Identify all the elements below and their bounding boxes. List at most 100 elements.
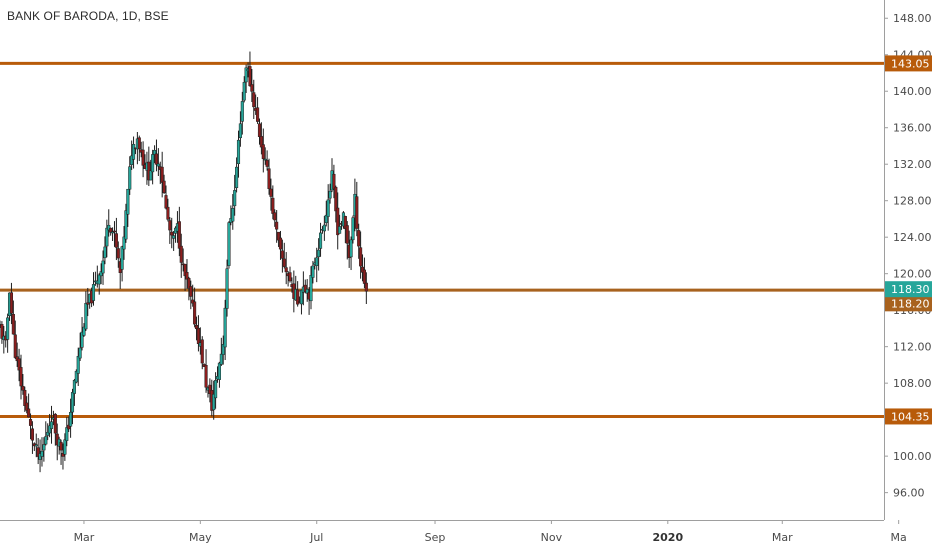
candle-body [196,327,200,345]
candle-body [278,237,283,250]
candle-body [72,380,76,394]
candle-body [34,444,38,447]
candle-body [349,239,353,258]
candle-body [244,67,248,83]
candle-body [248,66,252,87]
candle-body [305,289,309,294]
candle-body [288,272,292,282]
candle-body [332,173,336,190]
candle-body [193,301,197,325]
candle-body [105,227,109,247]
candle-body [170,231,174,236]
candle-body [221,344,225,355]
candle-body [355,196,359,229]
candle-body [97,274,101,285]
candle-body [252,92,256,108]
candle-body [99,271,103,277]
candle-body [91,284,96,301]
candle-body [225,268,229,309]
candle-body [362,269,366,284]
candle-body [280,250,284,259]
horizontal-lines-layer [0,61,884,418]
candle-body [80,331,84,348]
time-tick-label: Jul [309,531,323,544]
candle-body [357,230,361,247]
candle-body [338,226,342,234]
level-price-tag: 118.20 [891,297,930,310]
candle-body [311,265,315,278]
candle-body [76,355,80,374]
price-tick-label: 108.00 [893,377,932,390]
candle-body [0,324,4,339]
candle-body [282,258,286,267]
candle-body [48,425,52,434]
price-tick-label: 120.00 [893,268,932,281]
candle-body [194,325,199,330]
candle-body [152,150,157,155]
candle-body [137,137,141,150]
candle-body [84,303,88,330]
candle-body [109,227,113,233]
candle-body [364,282,368,292]
candle-body [126,188,130,215]
candle-body [78,347,82,359]
candle-body [242,82,246,101]
candle-body [61,452,65,457]
price-tick-label: 140.00 [893,85,932,98]
candle-body [219,353,223,365]
candle-body [318,232,323,249]
candle-body [296,289,300,305]
candle-body [189,286,193,297]
candle-body [13,334,17,358]
candle-body [151,154,155,173]
candle-body [343,216,347,230]
candle-body [23,389,27,406]
candle-body [259,136,263,148]
candle-body [162,180,166,194]
candle-body [345,225,349,244]
candle-body [227,222,231,266]
candle-body [67,424,71,430]
candle-body [187,278,191,289]
level-price-tag: 104.35 [891,410,930,423]
candle-body [82,326,86,336]
candle-body [261,144,265,160]
candle-body [351,217,355,241]
price-tick-label: 136.00 [893,122,932,135]
candle-body [112,230,117,233]
last-price-tag: 118.30 [891,283,930,296]
time-axis: Mar May Jul Sep Nov 2020 Mar Ma [0,520,907,544]
level-price-tag-bg [885,408,932,425]
candle-body [107,224,111,231]
candle-body [326,199,330,217]
level-price-tag-bg [885,55,932,72]
candle-body [27,408,31,418]
candle-body [65,427,69,441]
candle-body [303,284,307,292]
price-tick-label: 124.00 [893,231,932,244]
price-tick-label: 96.00 [893,487,925,500]
candle-body [179,245,183,263]
candle-body [40,450,44,457]
candles-layer [0,51,368,473]
candle-body [63,439,67,455]
candle-body [114,233,118,248]
candle-body [223,307,227,348]
candle-body [208,384,212,395]
candle-body [128,166,132,190]
time-tick-label: Mar [74,531,95,544]
candle-body [336,207,340,236]
candle-body [263,158,267,161]
candle-body [124,210,128,240]
candle-body [273,212,277,221]
price-tick-label: 128.00 [893,195,932,208]
candle-body [42,444,46,451]
candle-body [185,271,189,280]
candle-body [149,170,153,181]
time-tick-label: Sep [425,531,446,544]
candle-body [271,197,275,214]
candle-body [120,246,124,270]
time-tick-label: Mar [772,531,793,544]
